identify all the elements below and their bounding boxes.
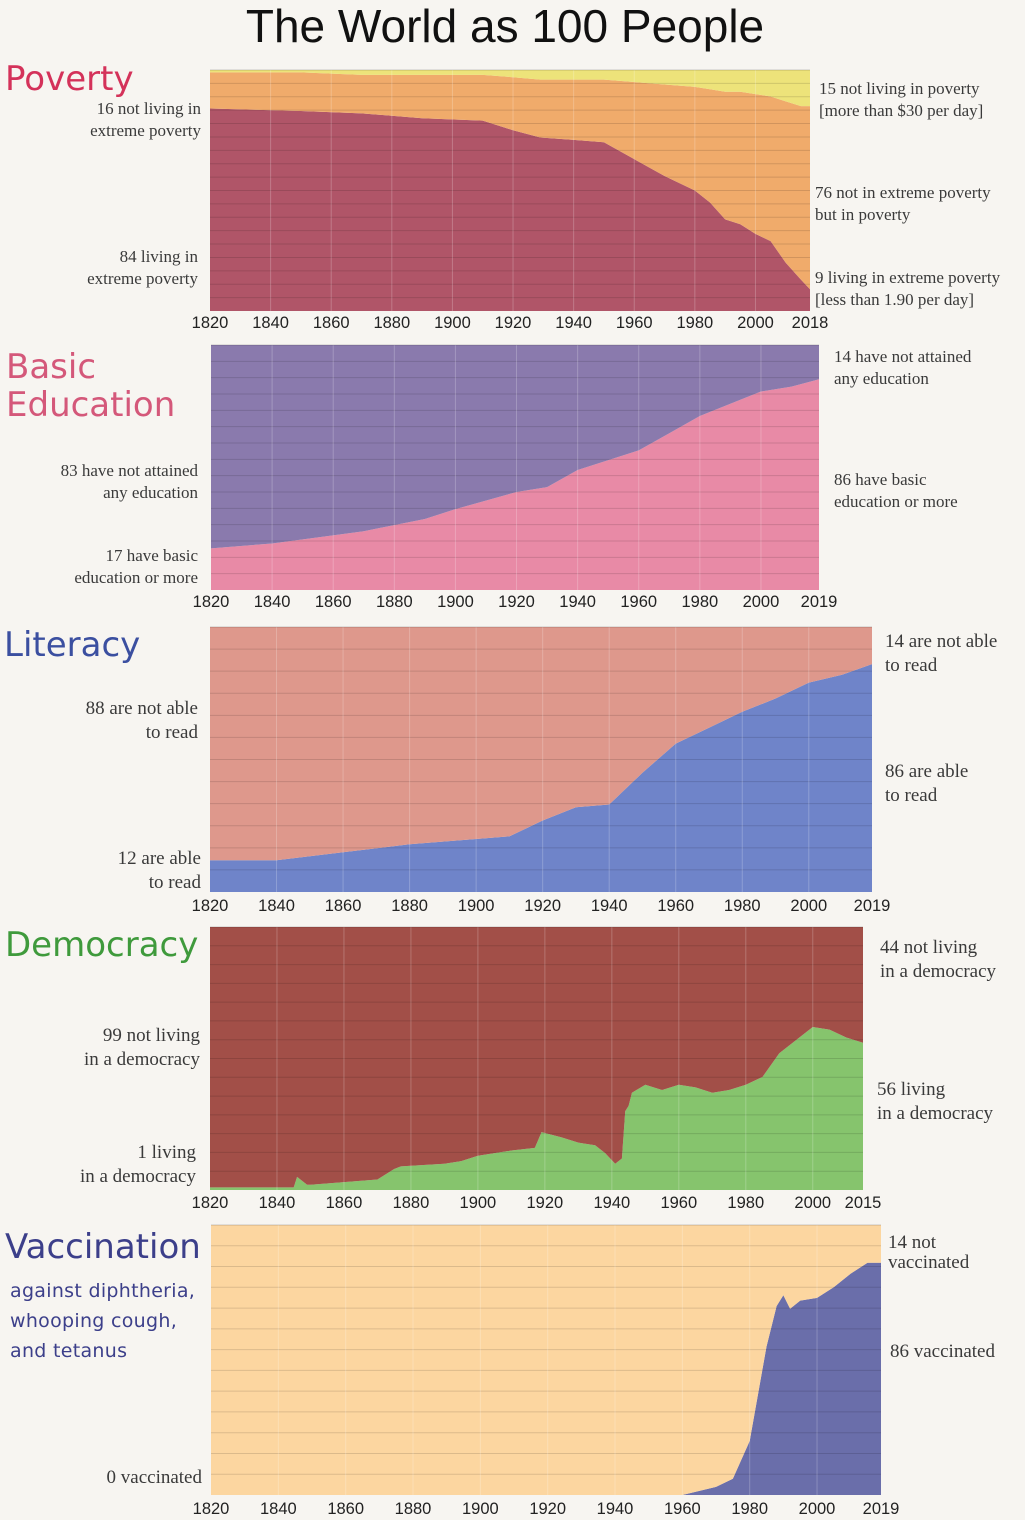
literacy-tick-label: 1940 <box>591 897 628 915</box>
vaccination-area-1 <box>211 1225 881 1495</box>
education-tick-label: 1840 <box>254 593 291 611</box>
page-title: The World as 100 People <box>245 0 765 52</box>
literacy-tick-label: 1920 <box>524 897 561 915</box>
democracy-right-label-bottom: 56 living in a democracy <box>877 1079 994 1124</box>
poverty-right-label-middle: 76 not in extreme poverty but in poverty <box>815 183 991 224</box>
literacy-tick-label: 2019 <box>854 897 891 915</box>
literacy-left-label-bottom: 12 are able to read <box>117 848 201 893</box>
literacy-tick-label: 1900 <box>458 897 495 915</box>
literacy-tick-label: 1980 <box>724 897 761 915</box>
education-section-title: Basic Education <box>6 347 176 425</box>
vaccination-tick-label: 1920 <box>529 1500 566 1518</box>
democracy-tick-label: 1840 <box>259 1194 296 1212</box>
poverty-tick-label: 1840 <box>252 314 289 332</box>
poverty-tick-label: 2018 <box>792 314 829 332</box>
poverty-tick-label: 1860 <box>313 314 350 332</box>
education-tick-label: 1940 <box>559 593 596 611</box>
vaccination-tick-label: 1900 <box>462 1500 499 1518</box>
poverty-tick-label: 1900 <box>434 314 471 332</box>
education-tick-label: 2019 <box>801 593 838 611</box>
education-tick-label: 1980 <box>681 593 718 611</box>
poverty-left-label-bottom: 84 living in extreme poverty <box>87 247 198 288</box>
vaccination-tick-label: 1960 <box>664 1500 701 1518</box>
poverty-area-0 <box>210 108 810 311</box>
education-tick-label: 1880 <box>376 593 413 611</box>
vaccination-right-label-bottom: 86 vaccinated <box>890 1341 995 1362</box>
vaccination-tick-label: 2019 <box>863 1500 900 1518</box>
poverty-left-label-top: 16 not living in extreme poverty <box>90 99 201 140</box>
education-left-label-bottom: 17 have basic education or more <box>74 546 198 587</box>
education-chart: 1820 1840 1860 1880 1900 1920 1940 1960 1980 2000… <box>193 344 838 611</box>
poverty-tick-label: 2000 <box>737 314 774 332</box>
vaccination-subtitle: against diphtheria, whooping cough, and … <box>10 1280 196 1362</box>
vaccination-left-label: 0 vaccinated <box>106 1467 202 1488</box>
democracy-tick-label: 1920 <box>527 1194 564 1212</box>
poverty-area-2 <box>210 70 810 107</box>
education-right-label-bottom: 86 have basic education or more <box>834 470 958 511</box>
democracy-tick-label: 1960 <box>660 1194 697 1212</box>
democracy-section-title: Democracy <box>5 925 199 965</box>
democracy-left-label-bottom: 1 living in a democracy <box>79 1142 196 1187</box>
democracy-tick-label: 1860 <box>326 1194 363 1212</box>
literacy-chart: 1820 1840 1860 1880 1900 1920 1940 1960 1980 2000… <box>192 626 891 915</box>
education-tick-label: 1860 <box>315 593 352 611</box>
literacy-area-1 <box>210 627 872 861</box>
education-area-0 <box>211 379 819 590</box>
vaccination-tick-label: 1840 <box>260 1500 297 1518</box>
literacy-tick-label: 1840 <box>258 897 295 915</box>
democracy-tick-label: 1980 <box>727 1194 764 1212</box>
poverty-right-label-top: 15 not living in poverty [more than $30 … <box>819 79 984 120</box>
democracy-right-label-top: 44 not living in a democracy <box>880 937 997 982</box>
democracy-area-0 <box>210 1026 863 1190</box>
literacy-right-label-top: 14 are not able to read <box>885 631 998 676</box>
poverty-tick-label: 1880 <box>373 314 410 332</box>
democracy-area-1 <box>210 927 863 1188</box>
poverty-tick-label: 1820 <box>192 314 229 332</box>
literacy-section-title: Literacy <box>4 625 141 665</box>
poverty-tick-label: 1980 <box>676 314 713 332</box>
literacy-tick-label: 1960 <box>657 897 694 915</box>
education-tick-label: 1960 <box>620 593 657 611</box>
democracy-tick-label: 2000 <box>794 1194 831 1212</box>
literacy-tick-label: 1860 <box>325 897 362 915</box>
literacy-tick-label: 2000 <box>790 897 827 915</box>
literacy-tick-label: 1880 <box>391 897 428 915</box>
vaccination-tick-label: 1860 <box>327 1500 364 1518</box>
education-area-1 <box>211 345 819 549</box>
education-tick-label: 1900 <box>437 593 474 611</box>
education-tick-label: 1920 <box>498 593 535 611</box>
vaccination-tick-label: 1820 <box>193 1500 230 1518</box>
democracy-chart: 1820 1840 1860 1880 1900 1920 1940 1960 1980 2000… <box>192 926 882 1212</box>
democracy-tick-label: 1900 <box>460 1194 497 1212</box>
vaccination-tick-label: 1940 <box>597 1500 634 1518</box>
poverty-area-1 <box>210 72 810 290</box>
vaccination-tick-label: 1880 <box>395 1500 432 1518</box>
education-right-label-top: 14 have not attained any education <box>834 347 972 388</box>
poverty-right-label-bottom: 9 living in extreme poverty [less than 1… <box>815 268 1001 309</box>
literacy-tick-label: 1820 <box>192 897 229 915</box>
literacy-right-label-bottom: 86 are able to read <box>885 761 969 806</box>
literacy-area-0 <box>210 664 872 892</box>
vaccination-area-0 <box>211 1262 881 1495</box>
vaccination-right-label-top: 14 not vaccinated <box>888 1232 970 1273</box>
democracy-tick-label: 1880 <box>393 1194 430 1212</box>
democracy-tick-label: 1820 <box>192 1194 229 1212</box>
vaccination-section-title: Vaccination <box>5 1227 201 1267</box>
poverty-chart: 1820 1840 1860 1880 1900 1920 1940 1960 1980 2000… <box>192 69 829 332</box>
education-left-label-top: 83 have not attained any education <box>60 461 198 502</box>
literacy-left-label-top: 88 are not able to read <box>85 698 198 743</box>
poverty-tick-label: 1960 <box>616 314 653 332</box>
education-tick-label: 1820 <box>193 593 230 611</box>
vaccination-tick-label: 2000 <box>799 1500 836 1518</box>
poverty-tick-label: 1940 <box>555 314 592 332</box>
democracy-left-label-top: 99 not living in a democracy <box>83 1025 200 1070</box>
poverty-tick-label: 1920 <box>495 314 532 332</box>
vaccination-tick-label: 1980 <box>731 1500 768 1518</box>
poverty-section-title: Poverty <box>5 59 134 99</box>
democracy-tick-label: 2015 <box>845 1194 882 1212</box>
education-tick-label: 2000 <box>743 593 780 611</box>
democracy-tick-label: 1940 <box>593 1194 630 1212</box>
